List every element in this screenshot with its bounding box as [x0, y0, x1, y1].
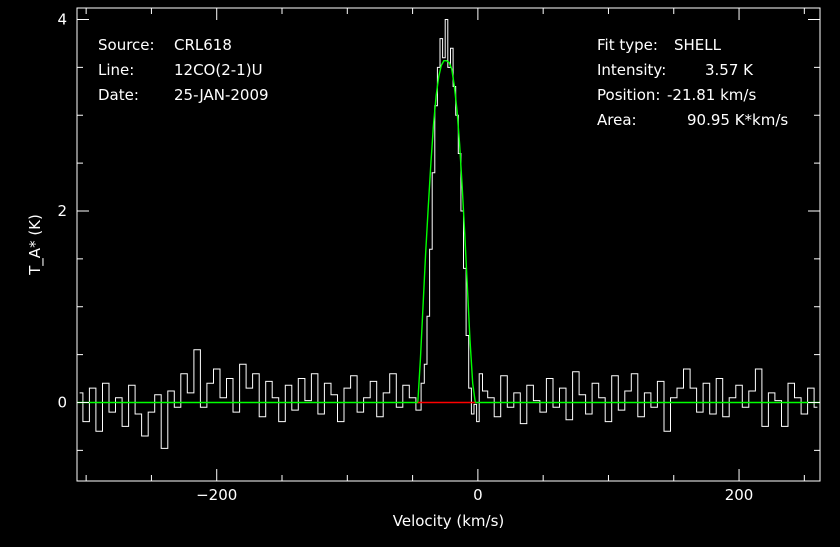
source-label: Source:: [98, 36, 155, 54]
fit-type-label: Fit type:: [597, 36, 658, 54]
source-value: CRL618: [174, 36, 232, 54]
x-tick-label: 200: [725, 486, 754, 504]
y-axis-label: T_A* (K): [26, 214, 45, 276]
x-axis-label: Velocity (km/s): [393, 512, 504, 530]
intensity-label: Intensity:: [597, 61, 667, 79]
line-row: Line: 12CO(2-1)U: [98, 61, 263, 79]
position-label: Position:: [597, 86, 661, 104]
line-value: 12CO(2-1)U: [174, 61, 263, 79]
y-tick-label: 0: [57, 393, 67, 411]
date-row: Date: 25-JAN-2009: [98, 86, 269, 104]
date-value: 25-JAN-2009: [174, 86, 269, 104]
line-label: Line:: [98, 61, 135, 79]
spectrum-line: [79, 19, 818, 449]
y-tick-label: 4: [57, 10, 67, 28]
x-tick-label: −200: [196, 486, 237, 504]
x-tick-label: 0: [473, 486, 483, 504]
intensity-row: Intensity: 3.57 K: [597, 61, 753, 79]
fit-type-value: SHELL: [674, 36, 721, 54]
area-value: 90.95 K*km/s: [687, 111, 789, 129]
date-label: Date:: [98, 86, 139, 104]
plot-frame: [76, 7, 821, 482]
intensity-value: 3.57 K: [705, 61, 754, 79]
source-row: Source: CRL618: [98, 36, 232, 54]
fit-type-row: Fit type: SHELL: [597, 36, 721, 54]
area-row: Area: 90.95 K*km/s: [597, 111, 788, 129]
y-tick-label: 2: [57, 202, 67, 220]
fit-curve: [77, 60, 820, 404]
position-value: -21.81 km/s: [667, 86, 757, 104]
position-row: Position: -21.81 km/s: [597, 86, 756, 104]
area-label: Area:: [597, 111, 637, 129]
